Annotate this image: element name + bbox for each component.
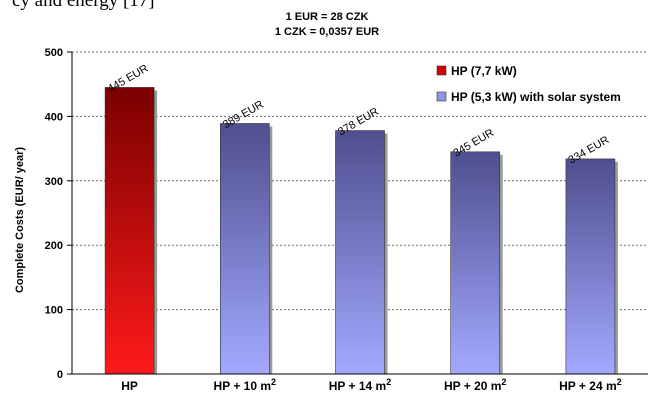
- bar: [565, 158, 616, 375]
- exchange-rate-1: 1 EUR = 28 CZK: [285, 11, 369, 23]
- legend-swatch: [436, 65, 447, 76]
- y-axis-title: Complete Costs (EUR/ year): [14, 147, 26, 293]
- y-tick-label: 500: [45, 47, 63, 59]
- exchange-rate-2: 1 CZK = 0,0357 EUR: [274, 26, 380, 38]
- bar: [450, 151, 501, 375]
- top-caption: cy and energy [17]: [12, 0, 155, 11]
- legend-label: HP (5,3 kW) with solar system: [451, 90, 621, 104]
- bar: [335, 130, 385, 375]
- x-tick-label: HP: [121, 379, 138, 393]
- y-tick-label: 300: [45, 176, 63, 188]
- y-tick-label: 0: [57, 369, 63, 381]
- bar: [104, 87, 155, 375]
- y-tick-label: 100: [45, 305, 63, 317]
- x-tick-label: HP + 14 m2: [329, 377, 392, 393]
- x-tick-label: HP + 20 m2: [444, 377, 507, 393]
- legend-swatch: [436, 91, 447, 102]
- y-tick-label: 200: [45, 240, 63, 252]
- legend-label: HP (7,7 kW): [451, 64, 517, 78]
- y-tick-label: 400: [45, 111, 63, 123]
- x-tick-label: HP + 24 m2: [559, 377, 622, 393]
- bar: [220, 123, 270, 375]
- x-tick-label: HP + 10 m2: [214, 377, 276, 393]
